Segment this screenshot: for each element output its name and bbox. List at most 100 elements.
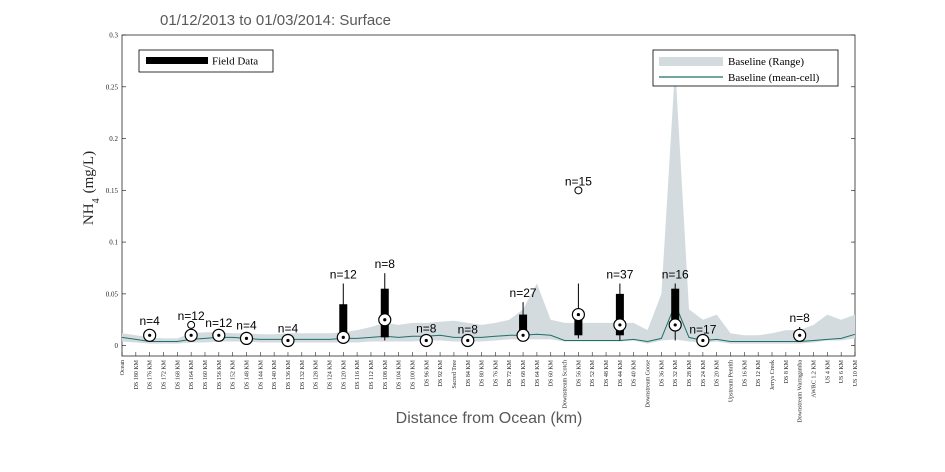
x-tick-label: DS 8 KM: [784, 359, 790, 383]
x-tick-label: US 10 KM: [853, 359, 859, 386]
x-tick-label: DS 128 KM: [314, 359, 320, 389]
x-tick-label: DS 136 KM: [286, 359, 292, 389]
box-n-label: n=12: [330, 268, 357, 282]
y-axis-label: NH4 (mg/L): [81, 151, 102, 225]
x-tick-label: DS 64 KM: [535, 359, 541, 386]
field-box: n=12: [205, 316, 233, 342]
y-tick-label: 0.2: [109, 135, 118, 143]
field-box: n=8: [458, 322, 478, 348]
x-tick-label: DS 16 KM: [742, 359, 748, 386]
field-box: n=8: [416, 321, 437, 348]
legend-field-data: Field Data: [138, 49, 274, 73]
x-tick-label: DS 40 KM: [632, 359, 638, 386]
box-iqr: [574, 309, 583, 336]
x-tick-label: DS 120 KM: [341, 359, 347, 389]
field-box: n=17: [689, 322, 717, 348]
x-tick-label: DS 92 KM: [438, 359, 444, 386]
x-tick-label: Ocean: [120, 360, 126, 375]
x-tick-label: DS 72 KM: [507, 359, 513, 386]
field-box: n=12: [330, 268, 357, 344]
x-tick-label: DS 104 KM: [397, 359, 403, 389]
x-tick-label: DS 36 KM: [659, 359, 665, 386]
box-n-label: n=15: [565, 174, 592, 188]
x-tick-label: DS 144 KM: [258, 359, 264, 389]
box-median-dot: [576, 312, 580, 317]
box-median-dot: [618, 323, 622, 327]
legend-baseline-box: [652, 49, 839, 87]
x-tick-label: DS 24 KM: [701, 359, 707, 386]
x-tick-label: DS 80 KM: [480, 359, 486, 386]
field-box: n=27: [510, 286, 537, 342]
box-median-dot: [383, 318, 387, 322]
y-axis-label-main: NH: [81, 203, 97, 225]
x-tick-label: DS 100 KM: [410, 359, 416, 389]
baseline-range-area: [122, 66, 855, 344]
box-iqr: [671, 288, 680, 331]
y-tick-label: 0: [115, 342, 119, 350]
field-box: n=4: [278, 321, 299, 348]
field-box: n=12: [178, 309, 205, 342]
box-n-label: n=4: [139, 314, 160, 328]
x-tick-label: DS 32 KM: [673, 359, 679, 386]
x-tick-label: DS 20 KM: [715, 359, 721, 386]
field-box: n=15: [565, 174, 592, 339]
x-tick-label: DS 180 KM: [134, 359, 140, 389]
x-tick-label: DS 132 KM: [300, 359, 306, 389]
legend-range-label: Baseline (Range): [728, 56, 804, 68]
box-n-label: n=8: [789, 311, 810, 325]
x-tick-label: DS 60 KM: [549, 359, 555, 386]
y-axis-label-unit: (mg/L): [81, 151, 97, 194]
x-tick-label: DS 96 KM: [424, 359, 430, 386]
box-median-dot: [798, 333, 802, 337]
x-tick-label: US 6 KM: [839, 359, 845, 383]
box-median-dot: [286, 338, 290, 343]
box-median-dot: [341, 335, 345, 339]
legend-field-label: Field Data: [212, 56, 258, 68]
x-tick-label: DS 76 KM: [493, 359, 499, 386]
box-n-label: n=37: [606, 268, 633, 282]
legend-range-swatch: [659, 57, 723, 66]
box-median-dot: [701, 338, 705, 343]
box-n-label: n=17: [689, 322, 716, 336]
x-tick-label: DS 52 KM: [590, 359, 596, 386]
y-tick-label: 0.3: [109, 32, 118, 40]
box-median-dot: [521, 333, 525, 337]
x-tick-label: Sacred Tree: [452, 360, 458, 389]
x-tick-label: Jerrys Creek: [770, 360, 776, 390]
box-n-label: n=27: [510, 286, 537, 300]
x-tick-label: Downstream Warragamba: [798, 360, 804, 423]
x-tick-label: Downstream Scotch: [563, 360, 569, 409]
box-iqr: [615, 293, 624, 336]
box-n-label: n=8: [375, 257, 396, 271]
box-median-dot: [466, 338, 470, 343]
box-median-dot: [217, 333, 221, 337]
y-axis-label-subscript: 4: [91, 198, 102, 203]
x-tick-label: Downstream Goose: [646, 360, 652, 408]
box-iqr: [519, 314, 528, 338]
x-tick-label: DS 116 KM: [355, 359, 361, 389]
x-axis-label: Distance from Ocean (km): [396, 410, 583, 427]
x-tick-label: DS 176 KM: [148, 359, 154, 389]
field-box: n=4: [236, 318, 257, 345]
x-tick-label: DS 168 KM: [175, 359, 181, 389]
x-tick-label: US 4 KM: [825, 359, 831, 383]
box-n-label: n=12: [178, 309, 205, 323]
field-box: n=37: [606, 268, 634, 341]
x-tick-label: DS 112 KM: [369, 359, 375, 389]
x-tick-label: DS 156 KM: [217, 359, 223, 389]
box-iqr: [339, 304, 348, 341]
chart-title: 01/12/2013 to 01/03/2014: Surface: [160, 12, 391, 29]
plot-area: 0 0.05 0.1 0.15 0.2 0.25 0.3 Ocean DS 180 KM DS 1…: [106, 32, 859, 423]
x-tick-label: DS 12 KM: [756, 359, 762, 386]
x-tick-label: DS 48 KM: [604, 359, 610, 386]
x-tick-label: DS 152 KM: [231, 359, 237, 389]
x-tick-label: Upstream Penrith: [729, 360, 735, 402]
box-n-label: n=12: [205, 316, 232, 330]
box-n-label: n=4: [236, 318, 257, 332]
field-box: n=16: [662, 268, 689, 341]
legend-baseline: Baseline (Range) Baseline (mean-cell): [652, 49, 839, 87]
x-tick-label: DS 44 KM: [618, 359, 624, 386]
box-n-label: n=4: [278, 321, 299, 335]
y-tick-label: 0.25: [106, 83, 119, 91]
field-box: n=8: [789, 311, 810, 342]
